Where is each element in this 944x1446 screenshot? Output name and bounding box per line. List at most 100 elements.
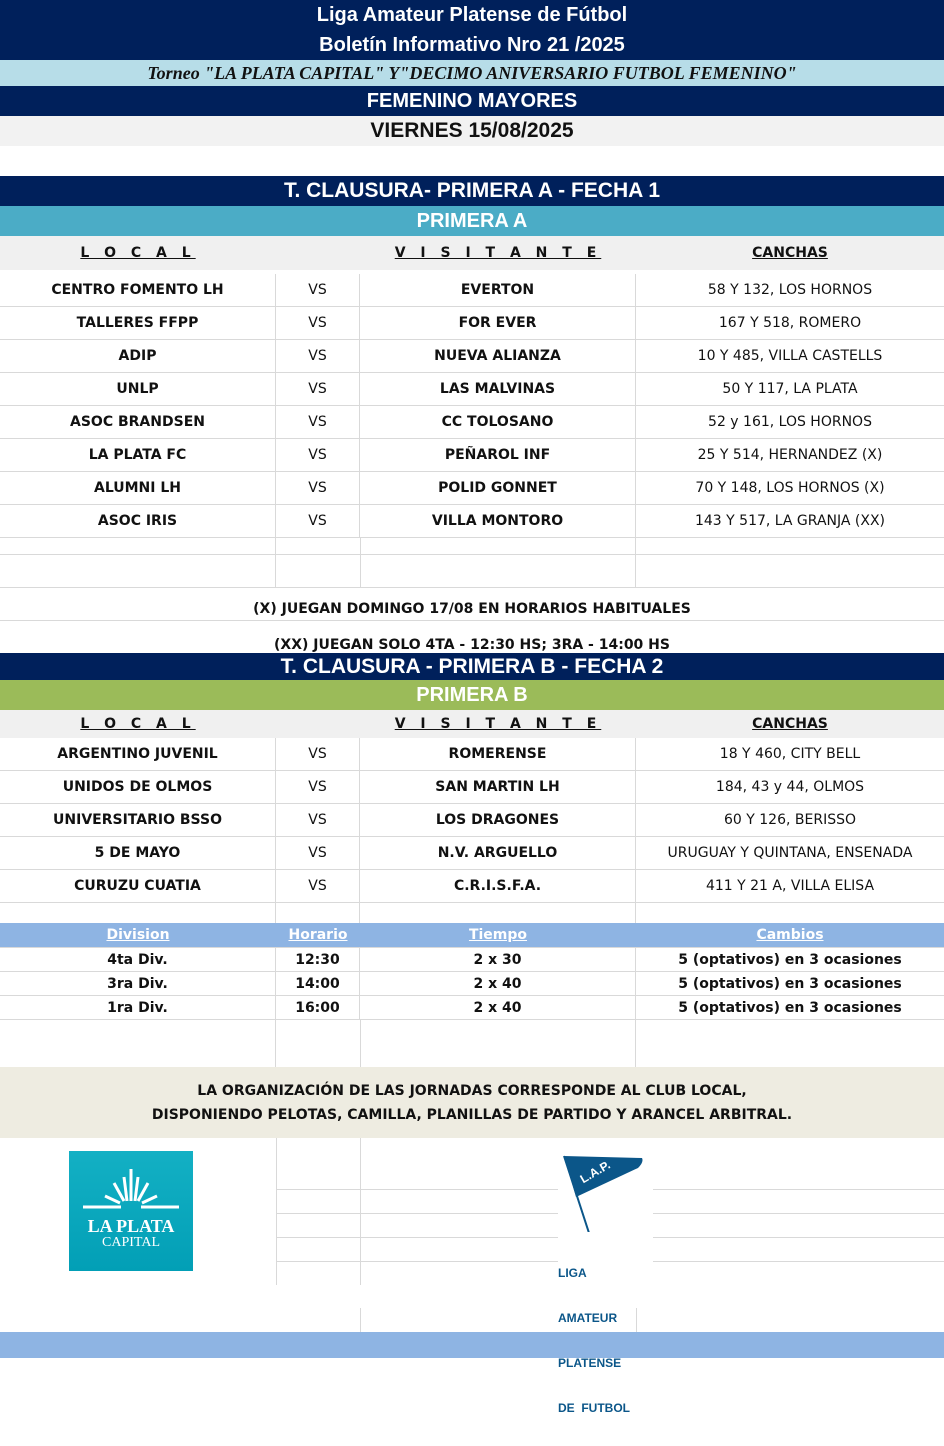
visitante-header: V I S I T A N T E — [394, 716, 602, 732]
cambios: 5 (optativos) en 3 ocasiones — [678, 951, 902, 968]
date-title: VIERNES 15/08/2025 — [0, 116, 944, 146]
visitor-team: N.V. ARGUELLO — [360, 837, 636, 869]
vs-label: VS — [276, 274, 360, 306]
tiempo: 2 x 30 — [360, 948, 636, 971]
schedule-row: 3ra Div. 14:00 2 x 40 5 (optativos) en 3 oc… — [0, 972, 944, 996]
venue: 18 Y 460, CITY BELL — [719, 746, 861, 762]
visitor-team: ROMERENSE — [360, 738, 636, 770]
category-title: FEMENINO MAYORES — [0, 86, 944, 116]
vs-label: VS — [276, 307, 360, 339]
horario: 12:30 — [276, 948, 360, 971]
vs-label: VS — [276, 804, 360, 836]
vs-label: VS — [276, 771, 360, 803]
cambios: 5 (optativos) en 3 ocasiones — [678, 975, 902, 992]
division: 3ra Div. — [0, 972, 276, 995]
lap-text: DE FUTBOL — [558, 1401, 630, 1415]
canchas-header: CANCHAS — [752, 716, 828, 732]
match-row: CURUZU CUATIA VS C.R.I.S.F.A. 411 Y 21 A, V… — [0, 870, 944, 903]
local-team: ASOC BRANDSEN — [0, 406, 276, 438]
local-team: UNIDOS DE OLMOS — [0, 771, 276, 803]
local-header: L O C A L — [80, 716, 196, 732]
bottom-bar — [0, 1332, 944, 1358]
section-a-division: PRIMERA A — [0, 206, 944, 236]
match-row: TALLERES FFPP VS FOR EVER 167 Y 518, ROMERO — [0, 307, 944, 340]
section-b-title: T. CLAUSURA - PRIMERA B - FECHA 2 — [0, 653, 944, 680]
visitor-team: EVERTON — [360, 274, 636, 306]
visitor-team: LOS DRAGONES — [360, 804, 636, 836]
local-team: CENTRO FOMENTO LH — [0, 274, 276, 306]
vs-label: VS — [276, 373, 360, 405]
local-team: UNIVERSITARIO BSSO — [0, 804, 276, 836]
match-row: UNIDOS DE OLMOS VS SAN MARTIN LH 184, 43 y … — [0, 771, 944, 804]
match-row: ALUMNI LH VS POLID GONNET 70 Y 148, LOS HOR… — [0, 472, 944, 505]
tiempo-header: Tiempo — [468, 927, 528, 943]
venue: 167 Y 518, ROMERO — [718, 315, 862, 331]
tournament-title: Torneo "LA PLATA CAPITAL" Y"DECIMO ANIVE… — [0, 60, 944, 86]
division: 4ta Div. — [0, 948, 276, 971]
visitor-team: PEÑAROL INF — [360, 439, 636, 471]
venue: 143 Y 517, LA GRANJA (XX) — [694, 513, 886, 529]
visitor-team: NUEVA ALIANZA — [360, 340, 636, 372]
horario-header: Horario — [288, 927, 348, 943]
match-row: LA PLATA FC VS PEÑAROL INF 25 Y 514, HERNAN… — [0, 439, 944, 472]
visitor-team: VILLA MONTORO — [360, 505, 636, 537]
visitor-team: LAS MALVINAS — [360, 373, 636, 405]
division: 1ra Div. — [0, 996, 276, 1019]
schedule-row: 4ta Div. 12:30 2 x 30 5 (optativos) en 3 oc… — [0, 948, 944, 972]
venue: URUGUAY Y QUINTANA, ENSENADA — [667, 845, 913, 861]
lap-text: LIGA — [558, 1266, 587, 1280]
vs-label: VS — [276, 439, 360, 471]
match-row: UNLP VS LAS MALVINAS 50 Y 117, LA PLATA — [0, 373, 944, 406]
match-row: ASOC BRANDSEN VS CC TOLOSANO 52 y 161, LOS … — [0, 406, 944, 439]
local-team: TALLERES FFPP — [0, 307, 276, 339]
section-b-division: PRIMERA B — [0, 680, 944, 710]
vs-label: VS — [276, 505, 360, 537]
logo-subtext: CAPITAL — [102, 1235, 160, 1250]
section-a-header: L O C A L V I S I T A N T E CANCHAS — [0, 236, 944, 270]
match-row: ARGENTINO JUVENIL VS ROMERENSE 18 Y 460, CI… — [0, 738, 944, 771]
schedule-row: 1ra Div. 16:00 2 x 40 5 (optativos) en 3 oc… — [0, 996, 944, 1020]
venue: 50 Y 117, LA PLATA — [722, 381, 858, 397]
canchas-header: CANCHAS — [752, 245, 828, 261]
sun-icon — [83, 1169, 179, 1209]
lap-text: PLATENSE — [558, 1356, 622, 1370]
tiempo: 2 x 40 — [360, 996, 636, 1019]
section-b-header: L O C A L V I S I T A N T E CANCHAS — [0, 710, 944, 738]
match-row: ADIP VS NUEVA ALIANZA 10 Y 485, VILLA CASTE… — [0, 340, 944, 373]
visitor-team: SAN MARTIN LH — [360, 771, 636, 803]
pennant-flag-icon: L.A.P. — [563, 1155, 643, 1234]
local-team: CURUZU CUATIA — [0, 870, 276, 902]
local-team: UNLP — [0, 373, 276, 405]
venue: 25 Y 514, HERNANDEZ (X) — [697, 447, 883, 463]
venue: 60 Y 126, BERISSO — [724, 812, 856, 828]
visitante-header: V I S I T A N T E — [394, 245, 602, 261]
vs-label: VS — [276, 738, 360, 770]
local-team: LA PLATA FC — [0, 439, 276, 471]
lap-text: AMATEUR — [558, 1311, 618, 1325]
note-xx: (XX) JUEGAN SOLO 4TA - 12:30 HS; 3RA - 1… — [274, 637, 670, 653]
venue: 52 y 161, LOS HORNOS — [708, 414, 872, 430]
vs-label: VS — [276, 406, 360, 438]
horario: 14:00 — [276, 972, 360, 995]
vs-label: VS — [276, 837, 360, 869]
local-team: 5 DE MAYO — [0, 837, 276, 869]
vs-label: VS — [276, 340, 360, 372]
cambios: 5 (optativos) en 3 ocasiones — [678, 999, 902, 1016]
visitor-team: FOR EVER — [360, 307, 636, 339]
footer-line-2: DISPONIENDO PELOTAS, CAMILLA, PLANILLAS … — [151, 1106, 793, 1123]
note-x: (X) JUEGAN DOMINGO 17/08 EN HORARIOS HAB… — [0, 588, 944, 621]
division-header: Division — [106, 927, 170, 943]
match-row: 5 DE MAYO VS N.V. ARGUELLO URUGUAY Y QUINTA… — [0, 837, 944, 870]
venue: 184, 43 y 44, OLMOS — [715, 779, 865, 795]
local-header: L O C A L — [80, 245, 196, 261]
visitor-team: CC TOLOSANO — [360, 406, 636, 438]
match-row: ASOC IRIS VS VILLA MONTORO 143 Y 517, LA GR… — [0, 505, 944, 538]
local-team: ARGENTINO JUVENIL — [0, 738, 276, 770]
footer-notice: LA ORGANIZACIÓN DE LAS JORNADAS CORRESPO… — [0, 1067, 944, 1138]
footer-line-1: LA ORGANIZACIÓN DE LAS JORNADAS CORRESPO… — [197, 1082, 747, 1099]
local-team: ALUMNI LH — [0, 472, 276, 504]
cambios-header: Cambios — [756, 927, 824, 943]
venue: 58 Y 132, LOS HORNOS — [707, 282, 873, 298]
visitor-team: POLID GONNET — [360, 472, 636, 504]
venue: 70 Y 148, LOS HORNOS (X) — [695, 480, 885, 496]
